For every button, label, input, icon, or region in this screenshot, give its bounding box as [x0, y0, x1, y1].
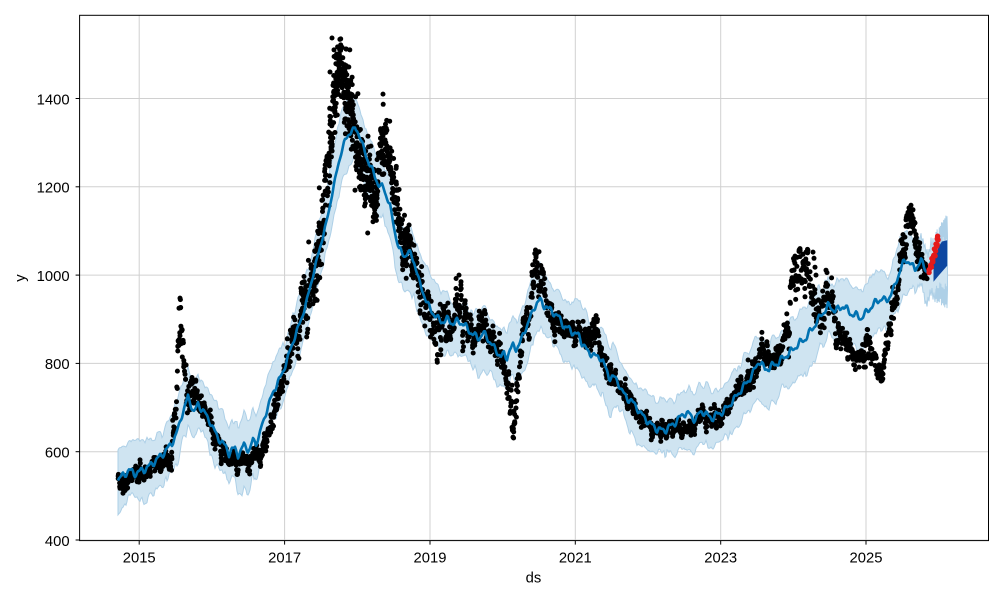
svg-text:800: 800 [45, 357, 70, 373]
svg-text:y: y [13, 274, 29, 282]
svg-text:2021: 2021 [559, 550, 592, 566]
svg-text:2025: 2025 [850, 550, 883, 566]
svg-text:400: 400 [45, 534, 70, 550]
svg-text:2019: 2019 [414, 550, 447, 566]
svg-text:2023: 2023 [704, 550, 737, 566]
svg-text:1000: 1000 [37, 269, 70, 285]
svg-text:600: 600 [45, 446, 70, 462]
svg-text:2017: 2017 [268, 550, 301, 566]
svg-text:2015: 2015 [123, 550, 156, 566]
svg-text:ds: ds [526, 570, 542, 586]
svg-text:1400: 1400 [37, 92, 70, 108]
svg-text:1200: 1200 [37, 181, 70, 197]
